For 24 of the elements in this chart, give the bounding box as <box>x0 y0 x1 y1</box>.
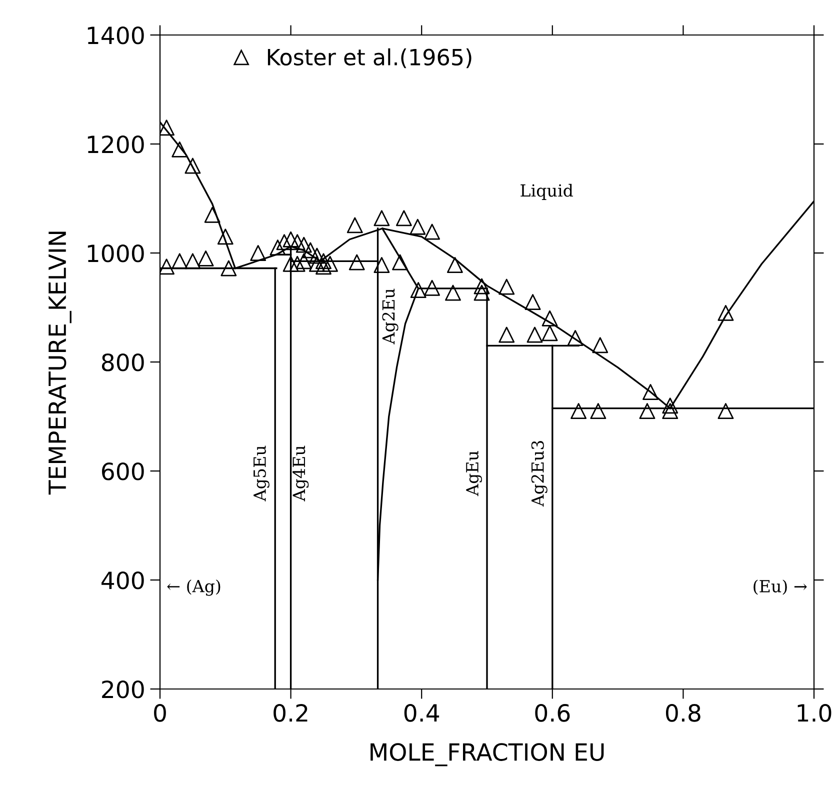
x-axis-title: MOLE_FRACTION EU <box>370 743 604 766</box>
y-tick-label: 600 <box>102 462 144 480</box>
annotation: Ag5Eu <box>254 446 270 502</box>
legend-label: Koster et al.(1965) <box>268 48 472 68</box>
y-tick-label: 200 <box>102 680 144 698</box>
y-tick-label: 1400 <box>88 26 144 44</box>
x-tick-label: 0.4 <box>404 704 440 722</box>
x-tick-label: 1.0 <box>798 704 832 722</box>
annotation: (Eu) → <box>754 580 807 595</box>
annotation: AgEu <box>466 450 482 496</box>
y-axis-title: TEMPERATURE_KELVIN <box>48 232 72 495</box>
annotation: Ag4Eu <box>292 446 309 502</box>
annotation: Ag2Eu <box>382 288 398 344</box>
y-tick-label: 1200 <box>88 135 144 154</box>
y-tick-label: 1000 <box>88 244 144 262</box>
annotation: Ag2Eu3 <box>531 441 548 507</box>
y-tick-label: 400 <box>102 571 144 590</box>
x-tick-label: 0 <box>154 704 166 722</box>
x-tick-label: 0.6 <box>535 704 570 722</box>
x-tick-label: 0.8 <box>666 704 700 722</box>
x-tick-label: 0.2 <box>274 704 308 722</box>
annotation: Liquid <box>520 184 574 200</box>
annotation: ← (Ag) <box>167 579 220 596</box>
y-tick-label: 800 <box>102 353 144 372</box>
